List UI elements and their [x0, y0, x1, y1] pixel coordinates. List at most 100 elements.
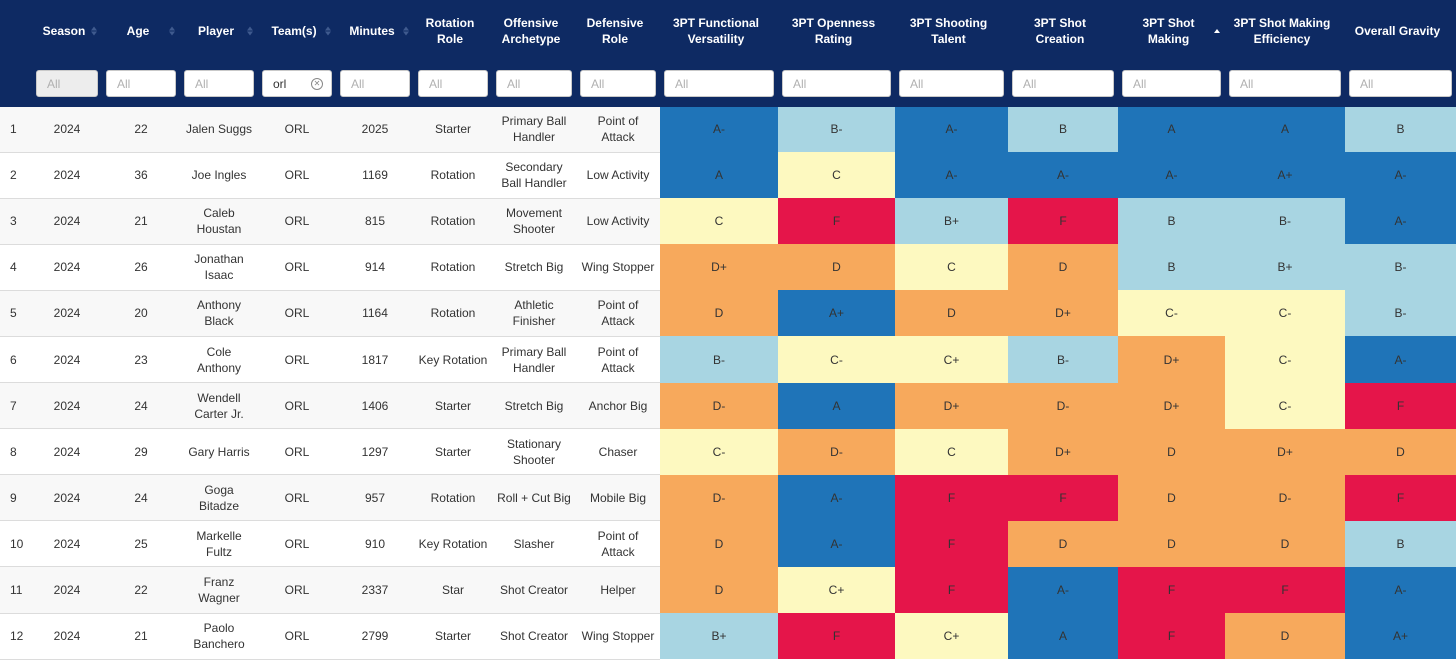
clear-filter-icon[interactable]: ✕: [311, 77, 323, 90]
grade-cell-3pt-functional-versatility: D: [660, 566, 778, 614]
cell-rotation-role: Star: [414, 566, 492, 614]
grade-cell-3pt-openness-rating: C: [778, 152, 895, 199]
filter-text: All: [1133, 76, 1147, 91]
filter-input-minutes[interactable]: All: [340, 70, 410, 98]
table-row[interactable]: 5 2024 20 Anthony Black ORL 1164 Rotation Athle…: [0, 290, 1456, 337]
grade-cell-3pt-shot-creation: F: [1008, 474, 1118, 521]
table-row[interactable]: 7 2024 24 Wendell Carter Jr. ORL 1406 Starter S…: [0, 382, 1456, 430]
grade-cell-3pt-shot-making-efficiency: D: [1225, 613, 1345, 660]
sort-arrows-icon[interactable]: [1214, 29, 1220, 33]
sort-arrows-icon[interactable]: [247, 26, 253, 36]
sort-arrows-icon[interactable]: [169, 26, 175, 36]
sort-arrows-icon[interactable]: [91, 26, 97, 36]
cell-player: Jonathan Isaac: [180, 244, 258, 291]
filter-input-age[interactable]: All: [106, 70, 176, 98]
grade-cell-3pt-shot-making: F: [1118, 566, 1225, 614]
filter-input-defensive-role[interactable]: All: [580, 70, 656, 98]
column-header-offensive-archetype: Offensive Archetype: [492, 0, 576, 62]
grade-cell-3pt-shot-making-efficiency: C-: [1225, 336, 1345, 383]
cell-player: Jalen Suggs: [180, 106, 258, 153]
filter-input-3pt-shooting-talent[interactable]: All: [899, 70, 1004, 98]
filter-text: All: [195, 76, 209, 91]
grade-cell-3pt-shot-making: D: [1118, 428, 1225, 475]
column-header-player[interactable]: Player: [180, 0, 258, 62]
cell-defensive-role: Point of Attack: [576, 106, 660, 153]
grade-cell-3pt-functional-versatility: D-: [660, 474, 778, 521]
column-header-label: Player: [197, 24, 235, 38]
column-header-team-s[interactable]: Team(s): [258, 0, 336, 62]
cell-offensive-archetype: Shot Creator: [492, 613, 576, 660]
grade-cell-3pt-shot-making-efficiency: B+: [1225, 244, 1345, 291]
cell-defensive-role: Low Activity: [576, 198, 660, 245]
filter-input-3pt-shot-creation[interactable]: All: [1012, 70, 1114, 98]
cell-rank: 4: [0, 244, 32, 291]
filter-text: All: [117, 76, 131, 91]
filter-input-3pt-shot-making-efficiency[interactable]: All: [1229, 70, 1341, 98]
cell-team: ORL: [258, 244, 336, 291]
grade-cell-overall-gravity: B-: [1345, 290, 1456, 337]
column-header-label: 3PT Functional Versatility: [672, 16, 759, 46]
table-row[interactable]: 10 2024 25 Markelle Fultz ORL 910 Key Rotation…: [0, 520, 1456, 568]
filter-input-team-s[interactable]: orl ✕: [262, 70, 332, 98]
grade-cell-3pt-shot-making: C-: [1118, 290, 1225, 337]
sort-arrows-icon[interactable]: [325, 26, 331, 36]
column-header-3pt-shot-creation: 3PT Shot Creation: [1008, 0, 1118, 62]
filter-text: All: [591, 76, 605, 91]
filter-text: All: [1023, 76, 1037, 91]
grade-cell-3pt-shot-making-efficiency: C-: [1225, 290, 1345, 337]
grade-cell-overall-gravity: B: [1345, 520, 1456, 567]
table-row[interactable]: 4 2024 26 Jonathan Isaac ORL 914 Rotation Stret…: [0, 244, 1456, 291]
filter-cell: All: [414, 62, 492, 107]
grade-cell-3pt-shot-making: B: [1118, 244, 1225, 291]
grade-cell-3pt-openness-rating: F: [778, 613, 895, 660]
table-row[interactable]: 8 2024 29 Gary Harris ORL 1297 Starter Stationa…: [0, 428, 1456, 476]
cell-season: 2024: [32, 382, 102, 430]
table-row[interactable]: 2 2024 36 Joe Ingles ORL 1169 Rotation Secondar…: [0, 152, 1456, 199]
filter-input-offensive-archetype[interactable]: All: [496, 70, 572, 98]
grade-cell-3pt-openness-rating: B-: [778, 106, 895, 153]
column-header-season[interactable]: Season: [32, 0, 102, 62]
grade-cell-3pt-shot-creation: D: [1008, 244, 1118, 291]
filter-input-overall-gravity[interactable]: All: [1349, 70, 1452, 98]
grade-cell-3pt-openness-rating: A+: [778, 290, 895, 337]
filter-input-player[interactable]: All: [184, 70, 254, 98]
sort-arrows-icon[interactable]: [403, 26, 409, 36]
column-header-3pt-shooting-talent: 3PT Shooting Talent: [895, 0, 1008, 62]
filter-input-3pt-openness-rating[interactable]: All: [782, 70, 891, 98]
cell-rank: 9: [0, 474, 32, 522]
table-row[interactable]: 6 2024 23 Cole Anthony ORL 1817 Key Rotation Pr…: [0, 336, 1456, 384]
grade-cell-3pt-openness-rating: D: [778, 244, 895, 291]
table-row[interactable]: 11 2024 22 Franz Wagner ORL 2337 Star Shot Crea…: [0, 566, 1456, 614]
cell-player: Paolo Banchero: [180, 613, 258, 660]
table-row[interactable]: 9 2024 24 Goga Bitadze ORL 957 Rotation Roll + …: [0, 474, 1456, 522]
table-row[interactable]: 12 2024 21 Paolo Banchero ORL 2799 Starter Shot…: [0, 613, 1456, 660]
cell-season: 2024: [32, 428, 102, 476]
filter-input-3pt-functional-versatility[interactable]: All: [664, 70, 774, 98]
cell-minutes: 957: [336, 474, 414, 522]
grade-cell-3pt-shooting-talent: A-: [895, 152, 1008, 199]
filter-text: All: [507, 76, 521, 91]
grade-cell-3pt-shooting-talent: D+: [895, 382, 1008, 429]
grade-cell-3pt-openness-rating: A: [778, 382, 895, 429]
cell-team: ORL: [258, 428, 336, 476]
filter-text: All: [47, 76, 61, 91]
column-header-3pt-shot-making[interactable]: 3PT Shot Making: [1118, 0, 1225, 62]
grade-cell-overall-gravity: B-: [1345, 244, 1456, 291]
filter-input-3pt-shot-making[interactable]: All: [1122, 70, 1221, 98]
cell-offensive-archetype: Slasher: [492, 520, 576, 568]
grade-cell-3pt-shooting-talent: C+: [895, 336, 1008, 383]
table-row[interactable]: 1 2024 22 Jalen Suggs ORL 2025 Starter Primary …: [0, 106, 1456, 153]
filter-cell: All: [1345, 62, 1456, 107]
cell-rotation-role: Key Rotation: [414, 520, 492, 568]
cell-age: 26: [102, 244, 180, 291]
cell-rank: 12: [0, 613, 32, 660]
cell-defensive-role: Mobile Big: [576, 474, 660, 522]
table-row[interactable]: 3 2024 21 Caleb Houstan ORL 815 Rotation Moveme…: [0, 198, 1456, 245]
column-header-age[interactable]: Age: [102, 0, 180, 62]
filter-input-rotation-role[interactable]: All: [418, 70, 488, 98]
cell-minutes: 1169: [336, 152, 414, 199]
filter-text: All: [1360, 76, 1374, 91]
column-header-minutes[interactable]: Minutes: [336, 0, 414, 62]
cell-rank: 2: [0, 152, 32, 199]
